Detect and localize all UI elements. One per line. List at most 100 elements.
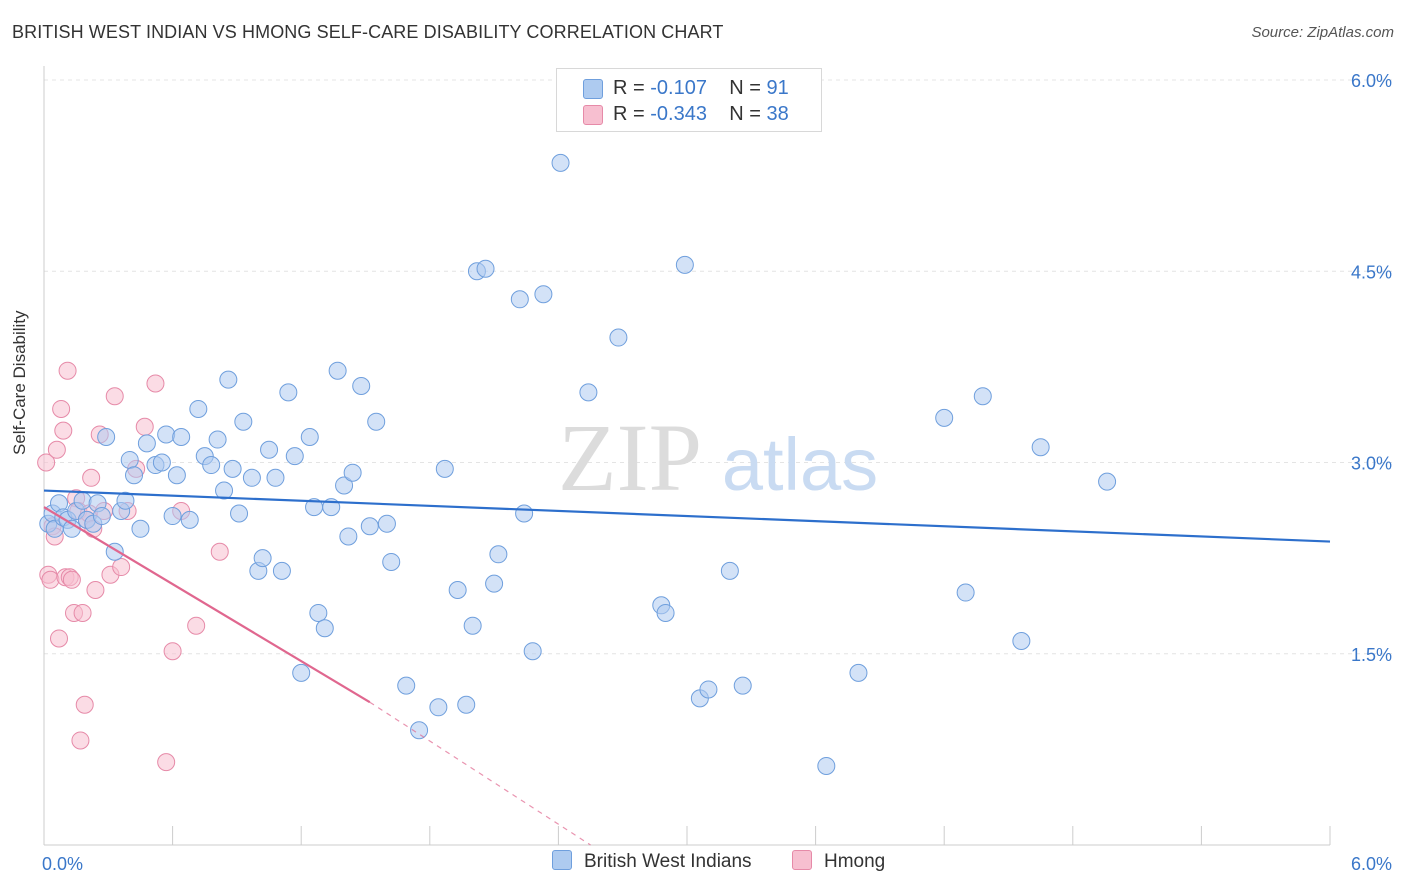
grid-lines (44, 79, 1392, 655)
british-west-indians-point (817, 756, 836, 775)
hmong-point (112, 558, 131, 577)
legend-r-value: -0.343 (650, 103, 707, 125)
hmong-point (157, 753, 176, 772)
british-west-indians-point (260, 440, 279, 459)
british-west-indians-point (152, 453, 171, 472)
british-west-indians-point (367, 412, 386, 431)
british-west-indians-point (382, 552, 401, 571)
hmong-point (52, 399, 71, 418)
british-west-indians-point (328, 361, 347, 380)
british-west-indians-point (234, 412, 253, 431)
hmong-point (37, 453, 56, 472)
british-west-indians-point (485, 574, 504, 593)
british-west-indians-point (935, 408, 954, 427)
legend-r-value: -0.107 (650, 77, 707, 99)
legend-r-label: R = (613, 103, 651, 125)
british-west-indians-point (609, 328, 628, 347)
hmong-point (47, 440, 66, 459)
legend-n-value: 38 (766, 103, 789, 125)
british-west-indians-point (360, 517, 379, 536)
y-tick-label: 4.5% (1351, 262, 1392, 282)
british-west-indians-point (157, 425, 176, 444)
british-west-indians-point (720, 561, 739, 580)
y-tick-label: 6.0% (1351, 71, 1392, 91)
british-west-indians-point (137, 434, 156, 453)
british-west-indians-point (435, 459, 454, 478)
legend-item-hmong: Hmong (792, 850, 885, 873)
hmong-point (210, 542, 229, 561)
british-west-indians-point (457, 695, 476, 714)
watermark-zip: ZIP (558, 404, 702, 511)
x-tick-label: 0.0% (42, 854, 83, 874)
british-west-indians-point (410, 721, 429, 740)
british-west-indians-point (172, 428, 191, 446)
legend-item-british-west-indians: British West Indians (552, 850, 752, 873)
british-west-indians-point (208, 430, 227, 449)
british-west-indians-point (292, 663, 311, 682)
legend-swatch-blue (583, 79, 603, 99)
british-west-indians-point (180, 510, 199, 529)
british-west-indians-point (279, 383, 298, 402)
british-west-indians-point (973, 387, 992, 406)
hmong-point (54, 421, 73, 440)
hmong-trend-extension (369, 701, 591, 846)
british-west-indians-point (272, 561, 291, 580)
british-west-indians-point (163, 507, 182, 526)
chart-title: BRITISH WEST INDIAN VS HMONG SELF-CARE D… (12, 22, 724, 42)
british-west-indians-point (230, 504, 249, 523)
hmong-point (71, 731, 90, 750)
british-west-indians-point (1098, 472, 1117, 491)
hmong-point (82, 468, 101, 487)
legend-label: Hmong (824, 851, 886, 872)
british-west-indians-point (167, 466, 186, 485)
british-west-indians-point (253, 549, 272, 568)
british-west-indians-point (448, 581, 467, 599)
british-west-indians-point (656, 603, 675, 622)
hmong-point (73, 603, 92, 622)
hmong-point (58, 361, 77, 380)
british-west-indians-point (463, 616, 482, 635)
british-west-indians-point (515, 504, 534, 523)
british-west-indians-point (202, 456, 221, 475)
british-west-indians-point (266, 468, 285, 487)
british-west-indians-point (242, 468, 261, 487)
hmong-point (146, 374, 165, 393)
watermark: ZIP atlas (558, 404, 878, 511)
hmong-trend-line (43, 506, 371, 704)
british-west-indians-point (534, 285, 553, 304)
british-west-indians-point (97, 428, 116, 446)
hmong-point (50, 629, 69, 648)
british-west-indians-point (956, 583, 975, 602)
british-west-indians-point (849, 663, 868, 682)
trend-lines (43, 489, 1331, 846)
x-tick-label: 6.0% (1351, 854, 1392, 874)
legend-swatch-pink (583, 105, 603, 125)
british-west-indians-point (429, 698, 448, 717)
british-west-indians-point (489, 545, 508, 564)
british-west-indians-point (300, 428, 319, 446)
hmong-point (41, 570, 60, 589)
british-west-indians-point (315, 619, 334, 638)
british-west-indians-point (377, 514, 396, 533)
british-west-indians-point (335, 476, 354, 495)
british-west-indians-point (92, 507, 111, 526)
british-west-indians-point (219, 370, 238, 389)
british-west-indians-point (285, 447, 304, 466)
y-tick-label: 3.0% (1351, 454, 1392, 474)
british-west-indians-trend-line (43, 489, 1331, 543)
y-tick-label: 1.5% (1351, 645, 1392, 665)
correlation-legend: R = -0.107 N = 91 R = -0.343 N = 38 (556, 68, 822, 132)
british-west-indians-points (39, 153, 1117, 775)
legend-r-label: R = (613, 77, 651, 99)
hmong-point (163, 642, 182, 661)
british-west-indians-point (223, 459, 242, 478)
hmong-point (86, 581, 105, 599)
british-west-indians-point (215, 481, 234, 500)
british-west-indians-point (343, 463, 362, 482)
british-west-indians-point (523, 642, 542, 661)
british-west-indians-point (397, 676, 416, 695)
british-west-indians-point (309, 603, 328, 622)
source-credit: Source: ZipAtlas.com (1251, 24, 1394, 41)
british-west-indians-point (675, 255, 694, 274)
